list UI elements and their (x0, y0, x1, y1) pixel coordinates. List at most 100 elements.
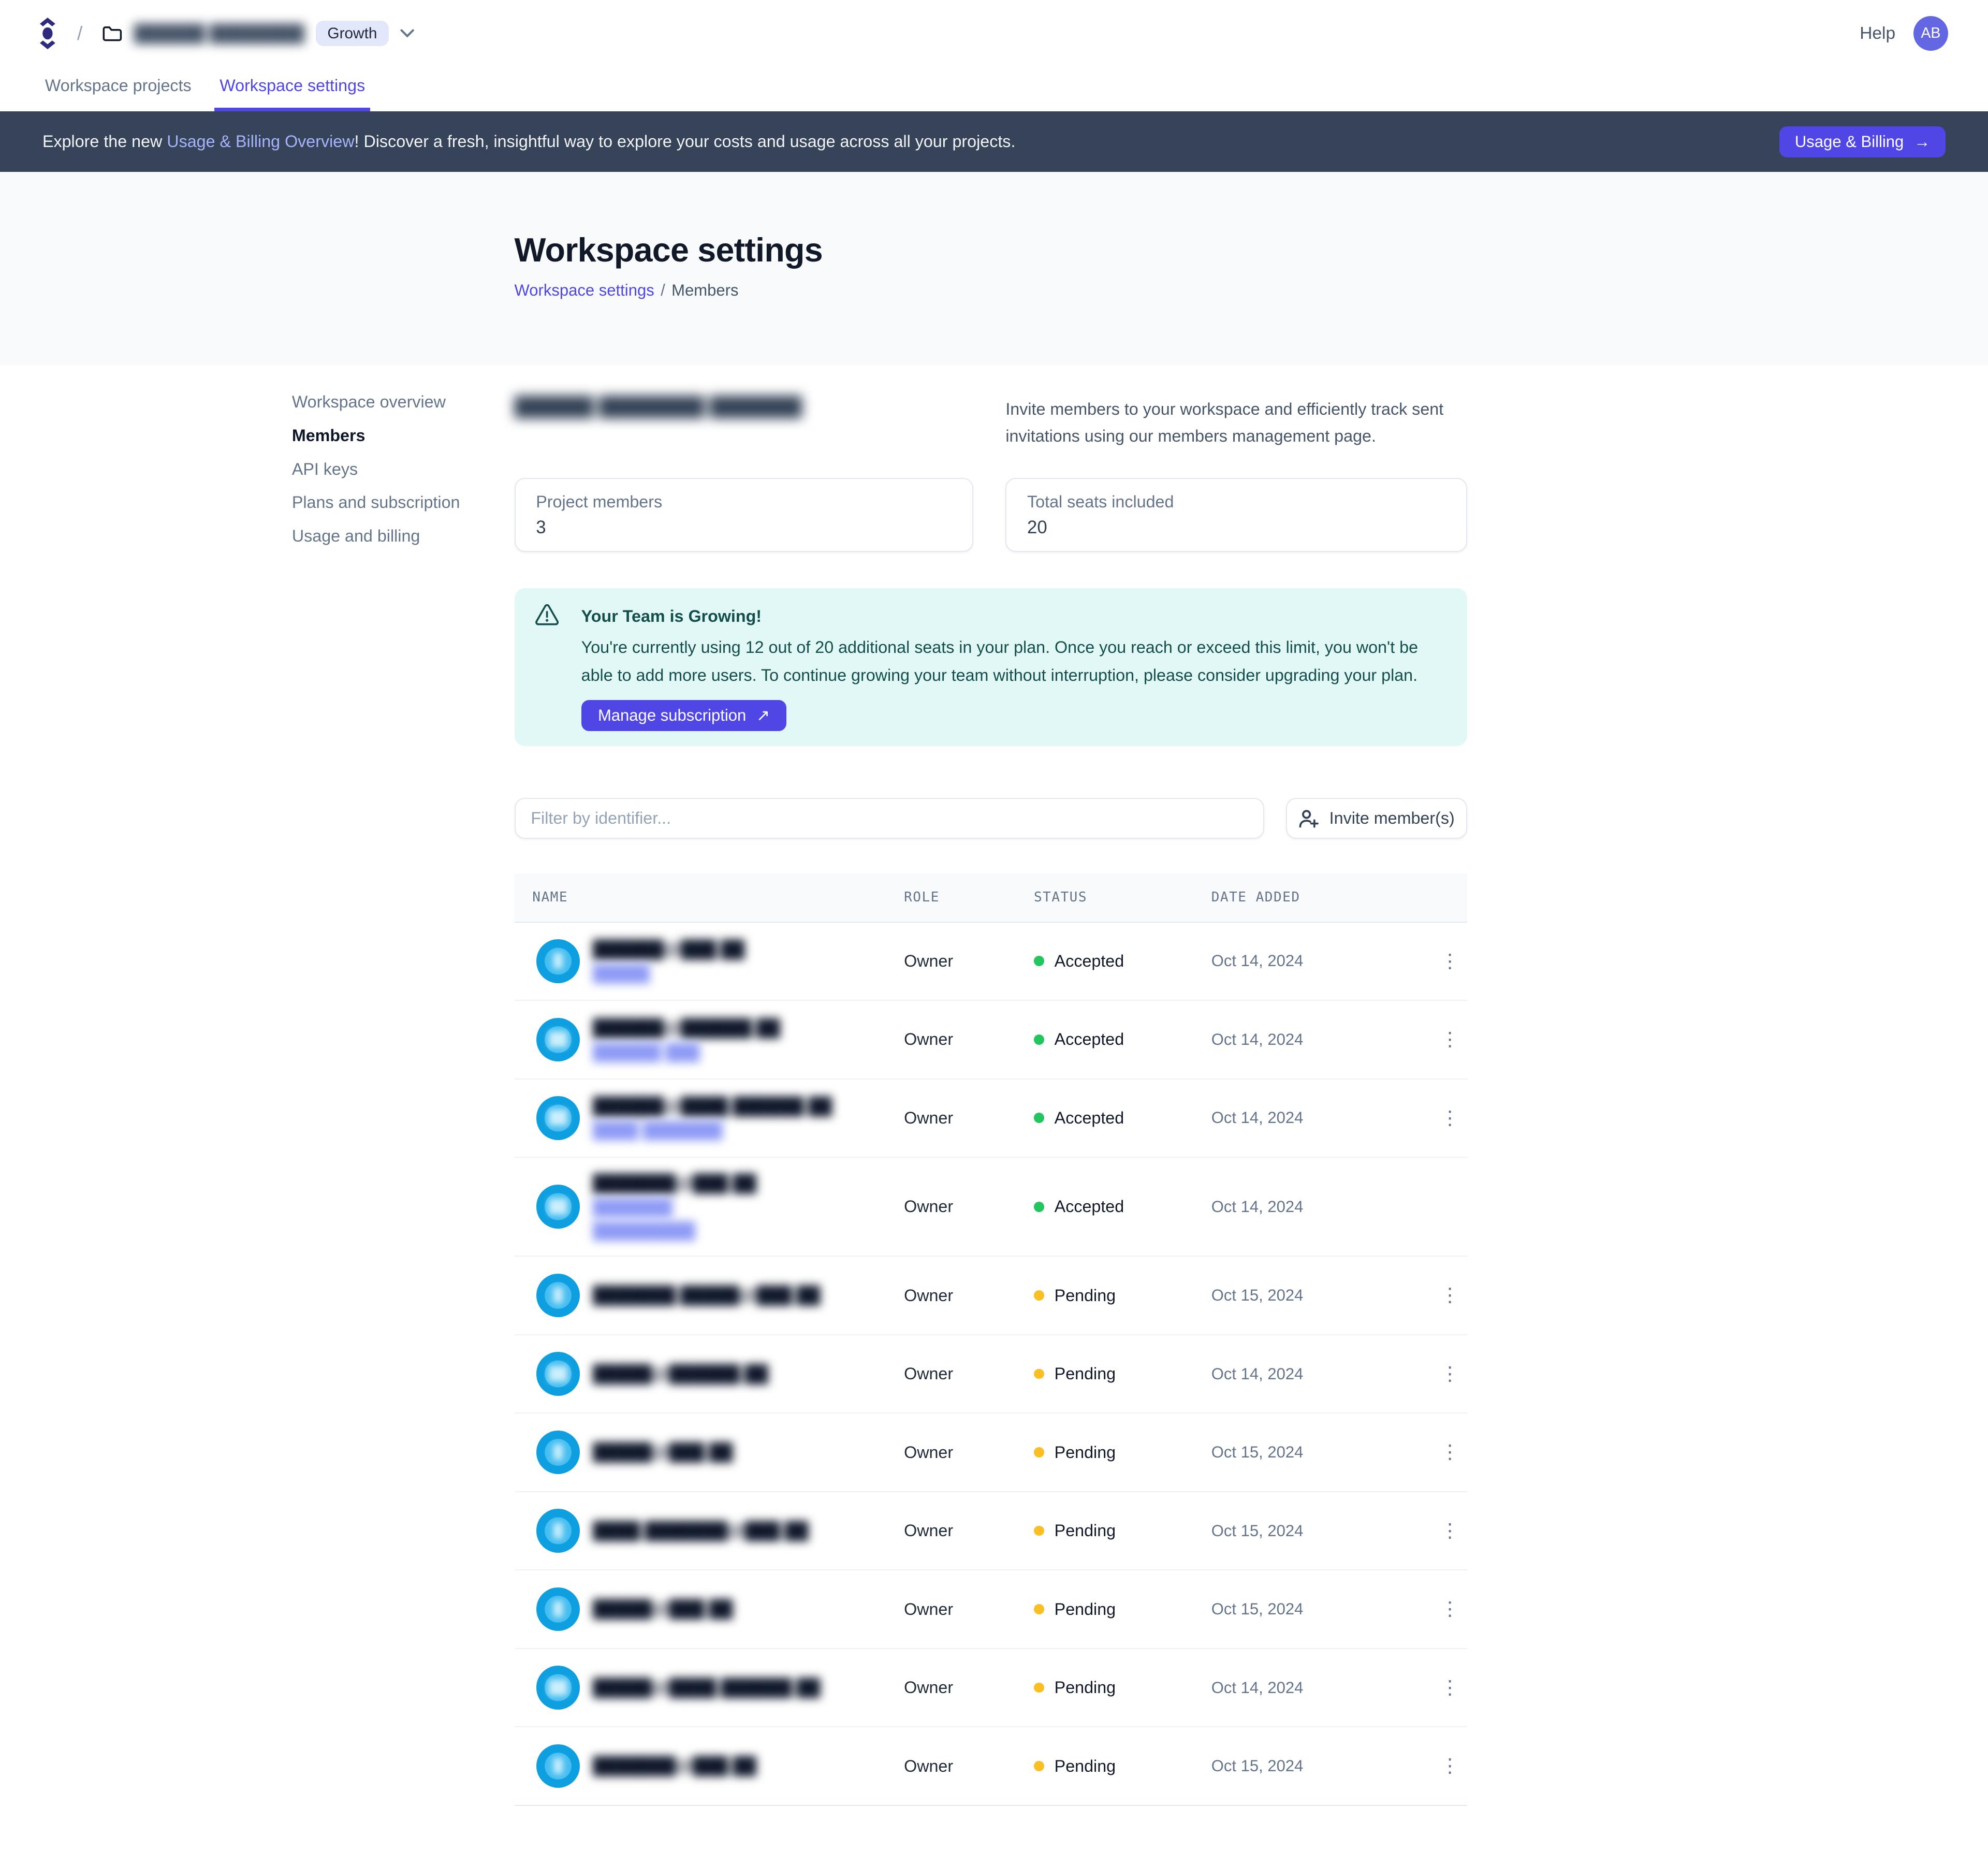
folder-icon (102, 24, 123, 42)
member-email: █████@███.██ (593, 1599, 733, 1619)
row-menu-button[interactable]: ⋮ (1432, 1025, 1467, 1054)
row-menu-button[interactable]: ⋮ (1432, 1595, 1467, 1624)
status-dot (1033, 1113, 1044, 1124)
avatar-initials: ██ (549, 1680, 567, 1695)
invite-members-button[interactable]: Invite member(s) (1285, 797, 1467, 839)
member-status-cell: Accepted (1033, 1197, 1211, 1216)
alert-body: You're currently using 12 out of 20 addi… (581, 637, 1419, 685)
status-dot (1033, 1201, 1044, 1212)
team-growing-alert: Your Team is Growing! You're currently u… (514, 588, 1467, 747)
member-status: Pending (1054, 1756, 1116, 1775)
row-menu-button[interactable]: ⋮ (1432, 1752, 1467, 1781)
member-email: ███████@███.██ (593, 1756, 757, 1775)
avatar-initials: █ (553, 1445, 563, 1460)
row-menu-cell: ⋮ (1432, 1025, 1467, 1054)
top-bar: / ██████ ████████ Growth Help AB (0, 0, 1988, 67)
arrow-right-icon: → (1914, 132, 1931, 151)
members-section: ██████ ████████ ███████ Invite members t… (514, 365, 1467, 1806)
member-status-cell: Pending (1033, 1756, 1211, 1776)
member-status-cell: Pending (1033, 1678, 1211, 1697)
sidebar-item-members[interactable]: Members (291, 426, 366, 445)
usage-billing-overview-link[interactable]: Usage & Billing Overview (167, 132, 355, 151)
member-date-added: Oct 15, 2024 (1211, 1600, 1304, 1619)
member-avatar: █ (536, 1273, 580, 1318)
member-name-cell: ██ █████@██████.██ (515, 1352, 904, 1396)
status-dot (1033, 1525, 1044, 1536)
member-email: █████@████.██████.██ (593, 1678, 821, 1697)
row-menu-button[interactable]: ⋮ (1432, 1359, 1467, 1389)
manage-subscription-button[interactable]: Manage subscription ↗ (581, 699, 787, 731)
row-menu-button[interactable]: ⋮ (1432, 946, 1467, 976)
member-display-name: ██████ ███ (593, 1042, 700, 1061)
help-link[interactable]: Help (1860, 23, 1896, 43)
member-avatar: ██ (536, 1352, 580, 1396)
manage-subscription-label: Manage subscription (597, 706, 747, 724)
table-header: NAME ROLE STATUS DATE ADDED (514, 873, 1467, 923)
tab-workspace-projects[interactable]: Workspace projects (45, 76, 192, 95)
table-row: ██ █████@██████.██ Owner Pending Oct 14,… (514, 1335, 1467, 1414)
row-menu-button[interactable]: ⋮ (1432, 1281, 1467, 1310)
status-dot (1033, 1034, 1044, 1045)
workspace-tabs: Workspace projects Workspace settings (0, 67, 1988, 112)
section-title: ██████ ████████ ███████ (514, 396, 802, 417)
member-status-cell: Accepted (1033, 1030, 1211, 1049)
breadcrumb-slash: / (661, 281, 665, 299)
member-avatar: █ (536, 939, 580, 983)
member-email: ██████@███.██ (593, 940, 745, 959)
member-display-name-2: █████████ (593, 1221, 695, 1240)
member-status: Pending (1054, 1678, 1116, 1697)
member-avatar: █ (536, 1509, 580, 1553)
usage-billing-banner: Explore the new Usage & Billing Overview… (0, 111, 1988, 172)
page-header: Workspace settings Workspace settings / Me… (0, 172, 1988, 365)
column-status: STATUS (1033, 890, 1088, 906)
table-row: ██ █████@████.██████.██ Owner Pending Oc… (514, 1649, 1467, 1728)
table-row: █ █████@███.██ Owner Pending Oct 15, 202… (514, 1413, 1467, 1492)
avatar-initials: ██ (549, 1199, 567, 1214)
usage-billing-button[interactable]: Usage & Billing → (1779, 126, 1946, 157)
table-row: █ ███████.█████@███.██ Owner Pending Oct… (514, 1257, 1467, 1335)
member-date-added: Oct 14, 2024 (1211, 1197, 1304, 1216)
row-menu-button[interactable]: ⋮ (1432, 1516, 1467, 1546)
row-menu-cell: ⋮ (1432, 1673, 1467, 1702)
tab-workspace-settings[interactable]: Workspace settings (214, 67, 371, 112)
sidebar-item-usage-billing[interactable]: Usage and billing (291, 526, 420, 545)
row-menu-button[interactable]: ⋮ (1432, 1438, 1467, 1467)
settings-sidenav: Workspace overview Members API keys Plan… (292, 385, 498, 552)
banner-text: Explore the new Usage & Billing Overview… (42, 132, 1015, 151)
member-status-cell: Pending (1033, 1600, 1211, 1619)
member-status-cell: Pending (1033, 1286, 1211, 1305)
member-email: ███████@███.██ (593, 1174, 757, 1193)
member-role: Owner (904, 1108, 954, 1127)
external-link-icon: ↗ (756, 706, 770, 724)
banner-text-pre: Explore the new (42, 132, 167, 151)
app-logo-icon[interactable] (39, 16, 55, 51)
member-date-added: Oct 14, 2024 (1211, 1030, 1304, 1048)
table-row: ██ ██████@██████.██ ██████ ███ Owner Acc… (514, 1001, 1467, 1080)
table-row: █ ███████@███.██ Owner Pending Oct 15, 2… (514, 1727, 1467, 1806)
member-status: Pending (1054, 1286, 1116, 1305)
plan-badge[interactable]: Growth (316, 21, 389, 47)
row-menu-cell: ⋮ (1432, 1438, 1467, 1467)
row-menu-button[interactable]: ⋮ (1432, 1673, 1467, 1702)
sidebar-item-plans-subscription[interactable]: Plans and subscription (291, 493, 460, 512)
member-status: Pending (1054, 1442, 1116, 1462)
members-table: NAME ROLE STATUS DATE ADDED █ ██████@███… (514, 873, 1467, 1806)
table-body: █ ██████@███.██ █████ Owner Accepted Oct… (514, 923, 1467, 1806)
table-row: ██ ███████@███.██ ███████ █████████ Owne… (514, 1158, 1467, 1257)
sidebar-item-workspace-overview[interactable]: Workspace overview (291, 392, 446, 412)
total-seats-value: 20 (1027, 518, 1047, 538)
member-display-name: ████ ███████ (593, 1121, 723, 1140)
filter-input[interactable] (514, 797, 1264, 839)
project-members-label: Project members (536, 492, 663, 511)
member-role: Owner (904, 1599, 954, 1619)
member-role: Owner (904, 1678, 954, 1697)
member-name-cell: █ ███████.█████@███.██ (515, 1273, 904, 1318)
member-name-cell: █ ██████@███.██ █████ (515, 939, 904, 983)
breadcrumb-workspace-settings-link[interactable]: Workspace settings (514, 281, 654, 299)
user-avatar[interactable]: AB (1913, 16, 1948, 51)
member-date-added: Oct 15, 2024 (1211, 1521, 1304, 1540)
table-row: █ █████@███.██ Owner Pending Oct 15, 202… (514, 1570, 1467, 1649)
chevron-down-icon[interactable] (400, 29, 414, 38)
sidebar-item-api-keys[interactable]: API keys (291, 459, 358, 478)
row-menu-button[interactable]: ⋮ (1432, 1103, 1467, 1133)
